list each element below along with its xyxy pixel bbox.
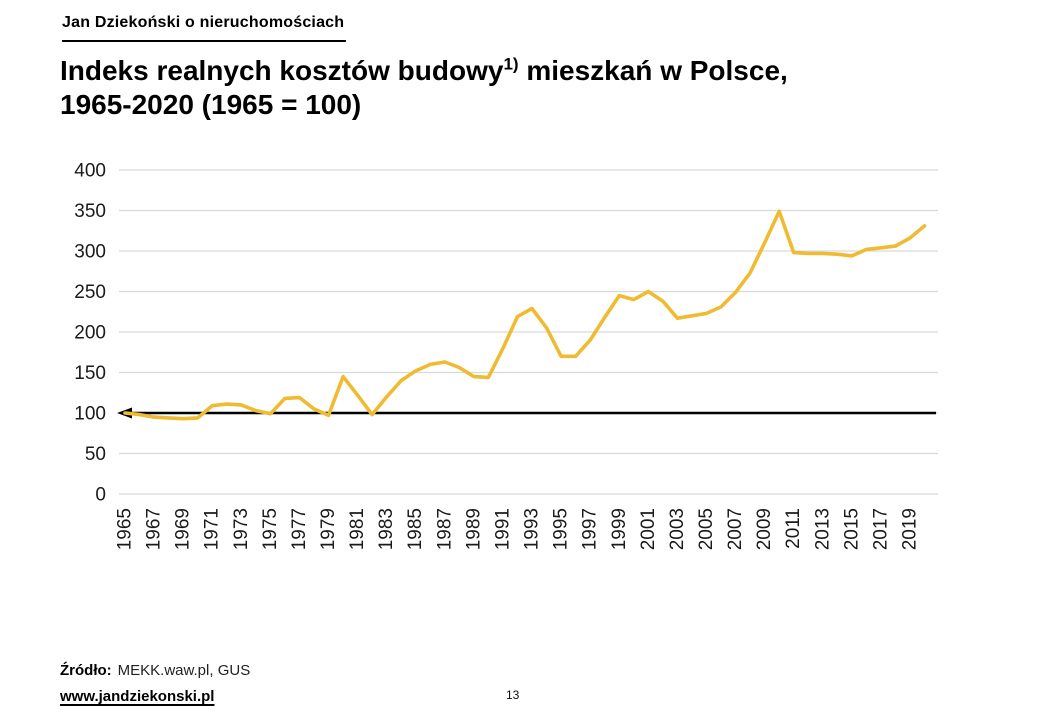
y-tick-label: 0 <box>95 485 106 506</box>
y-tick-label: 350 <box>74 201 106 222</box>
baseline-100-arrow <box>117 407 936 419</box>
title-part1: Indeks realnych kosztów budowy <box>60 55 504 86</box>
x-tick-label: 2011 <box>783 508 804 549</box>
website-link[interactable]: www.jandziekonski.pl <box>60 688 215 705</box>
y-tick-label: 150 <box>74 363 106 384</box>
source-note: Źródło: MEKK.waw.pl, GUS <box>60 662 250 679</box>
header-underline <box>62 40 346 42</box>
title-line2: 1965-2020 (1965 = 100) <box>60 89 362 120</box>
construction-cost-line-chart: 0 50 100 150 200 250 300 350 400 1965 1967 1969 1971… <box>74 161 938 550</box>
x-tick-label: 2017 <box>870 508 891 550</box>
x-tick-label: 1989 <box>463 508 484 550</box>
x-tick-label: 1985 <box>405 508 426 550</box>
page-title: Indeks realnych kosztów budowy1) mieszka… <box>60 54 960 122</box>
x-tick-label: 1983 <box>376 508 397 550</box>
x-tick-label: 1969 <box>173 508 194 550</box>
horizontal-gridlines <box>119 169 938 495</box>
y-tick-label: 100 <box>74 404 106 425</box>
x-tick-label: 1995 <box>551 508 572 550</box>
title-part2: mieszkań w Polsce, <box>518 55 788 86</box>
x-tick-label: 1975 <box>260 508 281 550</box>
title-footnote-marker: 1) <box>503 54 519 74</box>
x-tick-label: 2003 <box>667 508 688 550</box>
x-tick-label: 2009 <box>754 508 775 550</box>
x-tick-label: 1965 <box>115 508 136 550</box>
x-tick-label: 2005 <box>696 508 717 550</box>
y-tick-label: 300 <box>74 242 106 263</box>
x-tick-label: 1987 <box>434 508 455 550</box>
x-tick-label: 2007 <box>725 508 746 550</box>
x-tick-label: 1991 <box>492 508 513 550</box>
x-tick-label: 1993 <box>522 508 543 550</box>
y-tick-label: 250 <box>74 282 106 303</box>
x-tick-label: 1981 <box>347 508 368 550</box>
header-brand: Jan Dziekoński o nieruchomościach <box>62 14 345 31</box>
y-axis-labels: 0 50 100 150 200 250 300 350 400 <box>74 161 106 506</box>
x-tick-label: 2019 <box>900 508 921 550</box>
x-axis-labels: 1965 1967 1969 1971 1973 1975 1977 1979 1981 1983… <box>115 508 921 550</box>
source-value: MEKK.waw.pl, GUS <box>117 662 251 679</box>
x-tick-label: 1999 <box>609 508 630 550</box>
y-tick-label: 400 <box>74 161 106 182</box>
x-tick-label: 1973 <box>231 508 252 550</box>
chart-area: 0 50 100 150 200 250 300 350 400 1965 1967 1969 1971… <box>0 140 1040 590</box>
x-tick-label: 1997 <box>580 508 601 550</box>
x-tick-label: 1967 <box>144 508 165 550</box>
x-tick-label: 1979 <box>318 508 339 550</box>
series-line <box>123 209 927 421</box>
x-tick-label: 2015 <box>841 508 862 550</box>
y-tick-label: 200 <box>74 323 106 344</box>
page-number: 13 <box>506 688 520 702</box>
x-tick-label: 1971 <box>202 508 223 550</box>
cost-index-line <box>123 209 927 421</box>
x-tick-label: 2001 <box>638 508 659 550</box>
source-label: Źródło: <box>60 662 112 679</box>
y-tick-label: 50 <box>85 444 106 465</box>
x-tick-label: 1977 <box>289 508 310 550</box>
x-tick-label: 2013 <box>812 508 833 550</box>
